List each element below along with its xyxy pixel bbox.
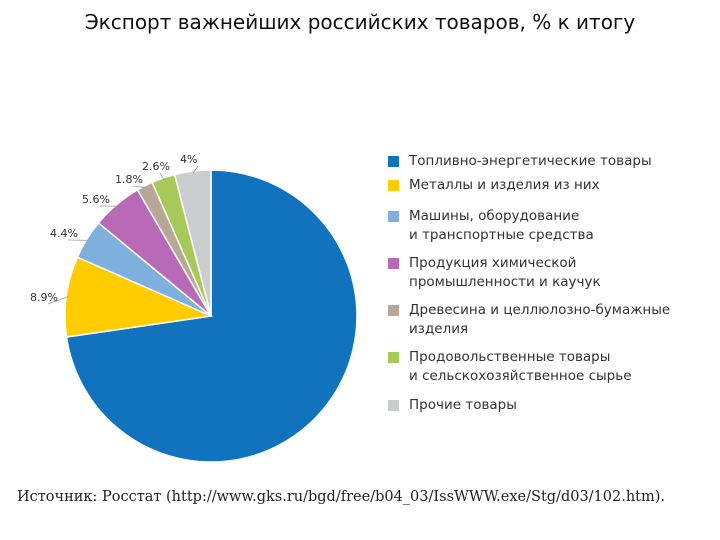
data-labels: 72.7% 8.9% 4.4% 5.6% 1.8%2.6% 4%	[30, 153, 351, 439]
data-label-1: 72.7%	[316, 426, 351, 439]
source-note: Источник: Росстат (http://www.gks.ru/bgd…	[17, 489, 666, 505]
legend-label: Металлы и изделия из них	[409, 177, 600, 193]
pie-slice-2	[64, 256, 214, 338]
legend-label: Машины, оборудование и транспортные сред…	[409, 208, 594, 243]
legend-item-5: Древесина и целлюлозно-бумажные изделия	[388, 301, 714, 339]
legend-item-4: Продукция химической промышленности и ка…	[388, 254, 714, 292]
pie-chart: 72.7% 8.9% 4.4% 5.6% 1.8%2.6% 4%	[30, 153, 358, 463]
legend-swatch	[388, 180, 399, 191]
legend-swatch	[388, 400, 399, 411]
leader-line-6	[159, 172, 165, 181]
legend-item-1: Топливно-энергетические товары	[388, 152, 714, 171]
legend-label: Продукция химической промышленности и ка…	[409, 255, 601, 290]
legend-swatch	[388, 258, 399, 269]
leader-lines	[47, 165, 199, 305]
data-label-4: 5.6%	[82, 193, 110, 206]
legend-label: Топливно-энергетические товары	[409, 153, 652, 169]
legend-item-7: Прочие товары	[388, 396, 714, 415]
legend-swatch	[388, 305, 399, 316]
legend-label: Древесина и целлюлозно-бумажные изделия	[409, 302, 671, 337]
chart-legend: Топливно-энергетические товары Металлы и …	[388, 152, 714, 415]
legend-label: Прочие товары	[409, 397, 517, 413]
legend-item-6: Продовольственные товары и сельскохозяйс…	[388, 348, 714, 386]
legend-item-2: Металлы и изделия из них	[388, 176, 714, 195]
leader-line-5	[132, 185, 146, 189]
data-label-3: 4.4%	[50, 227, 78, 240]
leader-line-7	[192, 165, 199, 174]
data-label-7: 4%	[180, 153, 197, 166]
data-label-5: 1.8%	[115, 173, 143, 186]
legend-swatch	[388, 211, 399, 222]
legend-swatch	[388, 352, 399, 363]
legend-item-3: Машины, оборудование и транспортные сред…	[388, 207, 714, 245]
data-label-6: 2.6%	[142, 160, 170, 173]
legend-label: Продовольственные товары и сельскохозяйс…	[409, 349, 632, 384]
data-label-2: 8.9%	[30, 291, 58, 304]
leader-line-2	[47, 296, 69, 305]
chart-title: Экспорт важнейших российских товаров, % …	[84, 10, 636, 34]
legend-swatch	[388, 156, 399, 167]
pie-slices	[64, 169, 358, 463]
pie-slice-7	[173, 169, 212, 317]
